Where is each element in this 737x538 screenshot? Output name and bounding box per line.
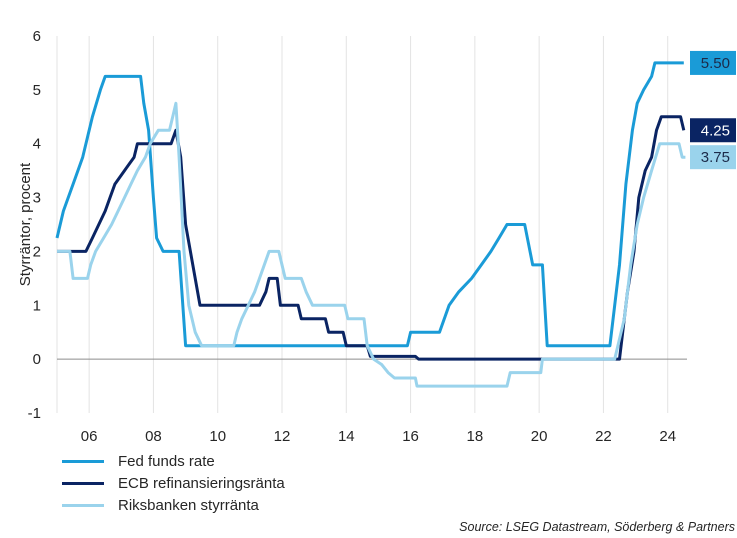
legend-item-riksbank: Riksbanken styrränta bbox=[62, 494, 285, 516]
y-tick-label: 2 bbox=[33, 243, 41, 260]
y-tick-label: 6 bbox=[33, 28, 41, 45]
y-tick-label: 3 bbox=[33, 190, 41, 207]
x-tick-label: 14 bbox=[338, 428, 355, 445]
end-badge-1 bbox=[690, 118, 736, 143]
legend-swatch-riksbank bbox=[62, 503, 104, 507]
source-note: Source: LSEG Datastream, Söderberg & Par… bbox=[459, 520, 735, 534]
end-badge-label-2: 3.75 bbox=[701, 149, 730, 166]
legend-swatch-ecb bbox=[62, 481, 104, 485]
x-tick-label: 12 bbox=[274, 428, 291, 445]
y-tick-label: -1 bbox=[28, 405, 41, 422]
y-tick-label: 4 bbox=[33, 136, 41, 153]
y-tick-label: 1 bbox=[33, 297, 41, 314]
end-badge-label-1: 4.25 bbox=[701, 122, 730, 139]
legend-swatch-fed bbox=[62, 459, 104, 463]
x-tick-label: 08 bbox=[145, 428, 162, 445]
legend-item-fed: Fed funds rate bbox=[62, 450, 285, 472]
y-tick-label: 0 bbox=[33, 351, 41, 368]
x-tick-label: 10 bbox=[209, 428, 226, 445]
legend-item-ecb: ECB refinansieringsränta bbox=[62, 472, 285, 494]
legend-label-riksbank: Riksbanken styrränta bbox=[118, 496, 259, 514]
x-tick-label: 20 bbox=[531, 428, 548, 445]
end-badge-label-0: 5.50 bbox=[701, 55, 730, 72]
end-badge-2 bbox=[690, 145, 736, 170]
x-tick-label: 18 bbox=[467, 428, 484, 445]
end-badge-0 bbox=[690, 50, 736, 75]
series-line-0 bbox=[55, 61, 684, 348]
y-tick-label: 5 bbox=[33, 82, 41, 99]
x-tick-label: 22 bbox=[595, 428, 612, 445]
x-tick-label: 06 bbox=[81, 428, 98, 445]
y-axis-label: Styrräntor, procent bbox=[17, 162, 34, 286]
series-line-2 bbox=[57, 101, 686, 388]
legend-label-ecb: ECB refinansieringsränta bbox=[118, 474, 285, 492]
legend-label-fed: Fed funds rate bbox=[118, 452, 215, 470]
x-tick-label: 24 bbox=[659, 428, 676, 445]
x-tick-label: 16 bbox=[402, 428, 419, 445]
legend: Fed funds rate ECB refinansieringsränta … bbox=[62, 450, 285, 516]
